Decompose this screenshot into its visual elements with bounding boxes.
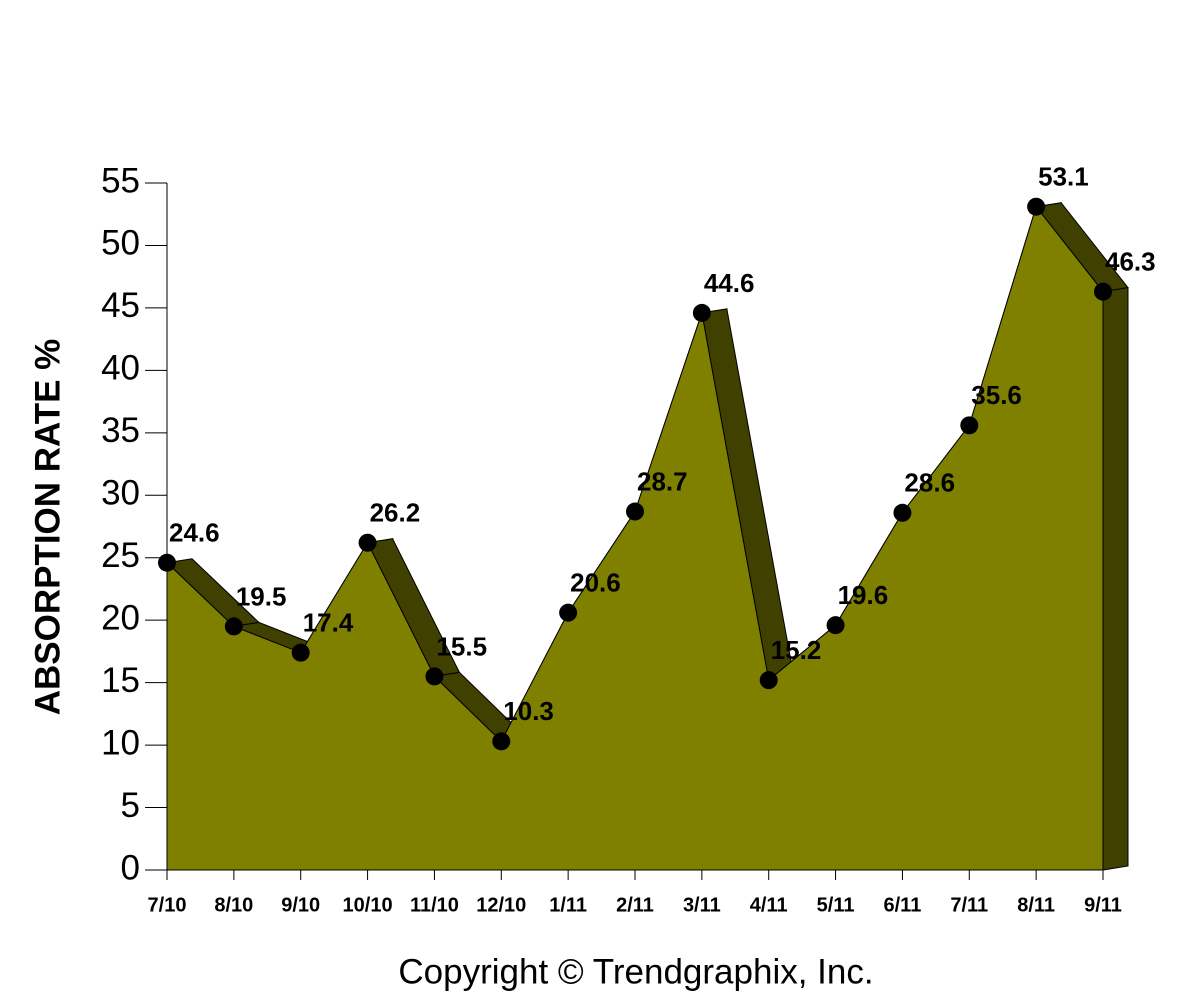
y-tick-label: 20 xyxy=(101,598,140,637)
marker xyxy=(692,303,711,322)
area-side xyxy=(1102,287,1129,871)
x-tick-label: 7/11 xyxy=(950,894,988,916)
x-tick-label: 6/11 xyxy=(884,894,922,916)
data-label: 44.6 xyxy=(704,268,755,298)
data-label: 19.6 xyxy=(838,580,889,610)
caption: Copyright © Trendgraphix, Inc. xyxy=(398,952,873,991)
marker xyxy=(224,617,243,636)
x-tick-label: 8/11 xyxy=(1017,894,1055,916)
data-label: 10.3 xyxy=(503,696,554,726)
data-label: 46.3 xyxy=(1105,247,1156,277)
data-label: 15.2 xyxy=(771,635,822,665)
data-label: 35.6 xyxy=(971,380,1022,410)
data-label: 26.2 xyxy=(370,498,421,528)
marker xyxy=(425,667,444,686)
x-tick-label: 7/10 xyxy=(148,894,187,916)
marker xyxy=(1027,197,1046,216)
y-tick-label: 50 xyxy=(101,224,140,263)
data-label: 53.1 xyxy=(1038,162,1089,192)
x-tick-label: 8/10 xyxy=(214,894,253,916)
data-label: 24.6 xyxy=(169,518,220,548)
x-tick-label: 10/10 xyxy=(343,894,393,916)
marker xyxy=(1094,282,1112,301)
marker xyxy=(559,603,578,622)
x-tick-label: 12/10 xyxy=(476,894,526,916)
marker xyxy=(358,533,377,552)
y-tick-label: 0 xyxy=(121,848,140,887)
marker xyxy=(492,732,511,751)
data-label: 17.4 xyxy=(303,608,354,638)
x-tick-label: 1/11 xyxy=(549,894,587,916)
y-tick-label: 45 xyxy=(101,286,140,325)
x-tick-label: 3/11 xyxy=(683,894,721,916)
y-tick-label: 5 xyxy=(121,786,140,825)
y-tick-label: 40 xyxy=(101,349,140,388)
y-tick-label: 10 xyxy=(101,723,140,762)
area xyxy=(166,205,1104,871)
marker xyxy=(893,503,912,522)
marker xyxy=(158,553,176,572)
x-tick-label: 4/11 xyxy=(750,894,788,916)
y-tick-label: 25 xyxy=(101,536,140,575)
x-tick-label: 2/11 xyxy=(616,894,654,916)
x-tick-label: 9/10 xyxy=(281,894,320,916)
data-label: 20.6 xyxy=(570,568,621,598)
marker xyxy=(291,643,310,662)
y-tick-label: 15 xyxy=(101,661,140,700)
y-tick-label: 55 xyxy=(101,161,140,200)
data-label: 28.7 xyxy=(637,466,688,496)
data-label: 28.6 xyxy=(904,468,955,498)
marker xyxy=(960,416,979,435)
y-tick-label: 35 xyxy=(101,411,140,450)
x-tick-label: 9/11 xyxy=(1084,894,1122,916)
marker xyxy=(759,671,778,690)
marker xyxy=(626,502,644,521)
data-label: 19.5 xyxy=(236,581,287,611)
y-axis-label: ABSORPTION RATE % xyxy=(28,339,67,716)
y-tick-label: 30 xyxy=(101,474,140,513)
marker xyxy=(826,616,845,635)
data-label: 15.5 xyxy=(436,631,487,661)
x-tick-label: 5/11 xyxy=(817,894,855,916)
x-tick-label: 11/10 xyxy=(410,894,459,916)
